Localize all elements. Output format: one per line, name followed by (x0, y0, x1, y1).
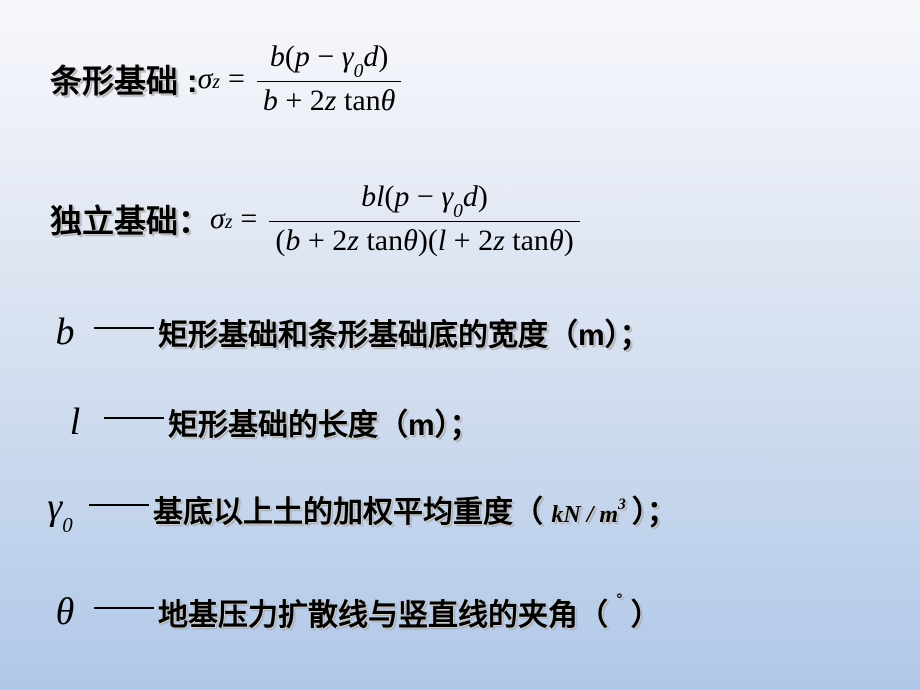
def-theta-text: 地基压力扩散线与竖直线的夹角（ ° ） (158, 590, 661, 634)
numerator: bl(p − γ0d) (355, 180, 494, 221)
isolated-foundation-row: 独立基础： σz = bl(p − γ0d) (b + 2z tanθ)(l +… (50, 180, 584, 258)
symbol-b: b (40, 310, 90, 354)
degree-icon: ° (616, 591, 622, 608)
sigma: σ (210, 202, 225, 236)
def-gamma0-text: 基底以上土的加权平均重度（ kN / m3 ）； (153, 487, 677, 531)
dash-icon (89, 504, 149, 506)
fraction: bl(p − γ0d) (b + 2z tanθ)(l + 2z tanθ) (269, 180, 579, 258)
isolated-foundation-label: 独立基础： (50, 196, 210, 242)
strip-foundation-formula: σz = b(p − γ0d) b + 2z tanθ (198, 40, 406, 118)
equals: = (228, 62, 245, 96)
def-gamma0-row: γ0 基底以上土的加权平均重度（ kN / m3 ）； (35, 485, 677, 534)
denominator: (b + 2z tanθ)(l + 2z tanθ) (269, 221, 579, 258)
fraction: b(p − γ0d) b + 2z tanθ (257, 40, 402, 118)
unit-kn-m3: kN / m3 (551, 502, 631, 528)
def-b-row: b 矩形基础和条形基础底的宽度（m）； (40, 310, 650, 354)
strip-foundation-row: 条形基础 : σz = b(p − γ0d) b + 2z tanθ (50, 40, 405, 118)
def-l-text: 矩形基础的长度（m）； (168, 400, 480, 444)
def-l-row: l 矩形基础的长度（m）； (50, 400, 480, 444)
equals: = (240, 202, 257, 236)
sigma-sub: z (225, 212, 233, 234)
dash-icon (94, 607, 154, 609)
denominator: b + 2z tanθ (257, 81, 402, 118)
sigma-sub: z (212, 72, 220, 94)
sigma: σ (198, 62, 213, 96)
strip-foundation-label: 条形基础 : (50, 56, 198, 102)
numerator: b(p − γ0d) (264, 40, 395, 81)
isolated-foundation-formula: σz = bl(p − γ0d) (b + 2z tanθ)(l + 2z ta… (210, 180, 584, 258)
def-b-text: 矩形基础和条形基础底的宽度（m）； (158, 310, 650, 354)
symbol-l: l (50, 400, 100, 444)
dash-icon (104, 417, 164, 419)
symbol-gamma0: γ0 (35, 485, 85, 534)
symbol-theta: θ (40, 590, 90, 634)
def-theta-row: θ 地基压力扩散线与竖直线的夹角（ ° ） (40, 590, 661, 634)
dash-icon (94, 327, 154, 329)
